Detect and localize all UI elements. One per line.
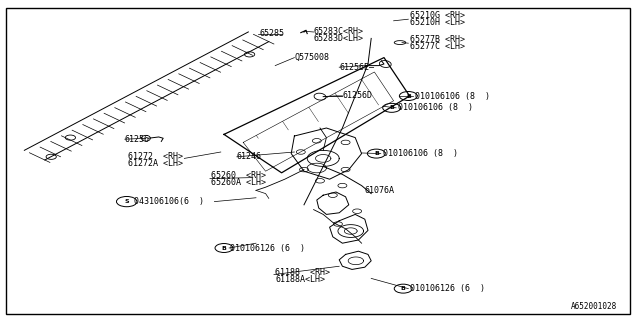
Text: 65283D<LH>: 65283D<LH> (314, 34, 364, 43)
Text: 61272A <LH>: 61272A <LH> (128, 159, 183, 168)
Text: B: B (406, 93, 411, 99)
Text: B: B (401, 286, 406, 291)
Text: B: B (221, 245, 227, 251)
Text: 65210G <RH>: 65210G <RH> (410, 12, 465, 20)
Text: 65277B <RH>: 65277B <RH> (410, 36, 465, 44)
Text: 61256D: 61256D (342, 92, 372, 100)
Text: 010106106 (8  ): 010106106 (8 ) (383, 149, 458, 158)
Text: 65260  <RH>: 65260 <RH> (211, 172, 266, 180)
Text: 61188  <RH>: 61188 <RH> (275, 268, 330, 277)
Text: 61256: 61256 (125, 135, 150, 144)
Text: A652001028: A652001028 (572, 302, 618, 311)
Text: 010106106 (8  ): 010106106 (8 ) (415, 92, 490, 100)
Text: 65277C <LH>: 65277C <LH> (410, 42, 465, 51)
Text: 61188A<LH>: 61188A<LH> (275, 275, 325, 284)
Text: 61272  <RH>: 61272 <RH> (128, 152, 183, 161)
Text: B: B (389, 105, 394, 110)
Text: 65285: 65285 (259, 29, 284, 38)
Text: S: S (124, 199, 129, 204)
Text: 043106106(6  ): 043106106(6 ) (134, 197, 204, 206)
Text: Q575008: Q575008 (294, 53, 330, 62)
Text: 61246: 61246 (237, 152, 262, 161)
Text: 65210H <LH>: 65210H <LH> (410, 18, 465, 27)
Text: 61076A: 61076A (365, 186, 395, 195)
Text: 010106106 (8  ): 010106106 (8 ) (398, 103, 473, 112)
Text: 65283C<RH>: 65283C<RH> (314, 28, 364, 36)
Text: 010106126 (6  ): 010106126 (6 ) (410, 284, 484, 293)
Text: 010106126 (6  ): 010106126 (6 ) (230, 244, 305, 252)
Text: 61256E—: 61256E— (339, 63, 374, 72)
Text: B: B (374, 151, 379, 156)
Text: 65260A <LH>: 65260A <LH> (211, 178, 266, 187)
